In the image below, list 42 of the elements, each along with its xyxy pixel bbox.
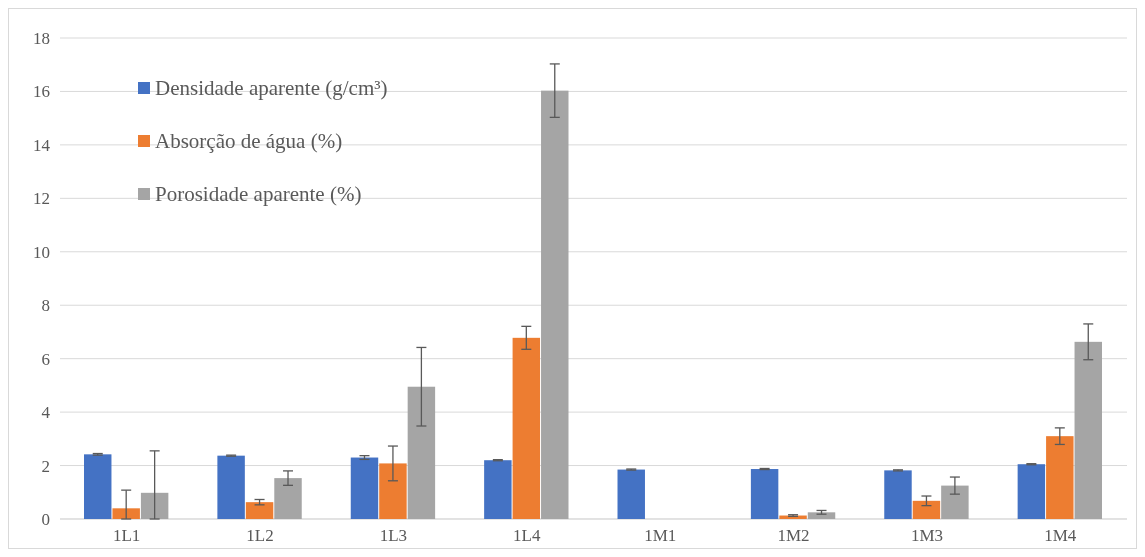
bar [274,478,302,519]
y-tick-label: 16 [33,82,50,102]
bar [512,337,541,519]
x-tick-label: 1L3 [379,526,408,545]
bar [807,512,836,519]
bar [912,500,941,519]
x-tick-label: 1M2 [777,526,810,545]
bar [112,508,140,519]
y-tick-label: 18 [33,28,50,48]
bar [1074,341,1102,519]
x-tick-label: 1L4 [513,526,541,545]
y-tick-label: 6 [41,349,50,369]
bar [217,455,245,519]
y-tick-label: 10 [33,242,50,262]
bar [245,502,274,519]
y-tick-label: 4 [41,403,51,423]
bar [1046,436,1074,519]
bar [617,469,645,519]
bar [1017,464,1046,519]
legend-label: Densidade aparente (g/cm³) [155,76,388,101]
legend-label: Absorção de água (%) [155,129,343,154]
x-tick-label: 1M1 [644,526,677,545]
x-tick-label: 1L1 [112,526,141,545]
bar [750,469,779,519]
bar [407,386,436,519]
y-tick-label: 2 [41,456,50,476]
legend-label: Porosidade aparente (%) [155,182,362,207]
x-tick-label: 1M3 [910,526,943,545]
y-tick-label: 8 [41,296,50,316]
bar [379,463,407,519]
bar [350,457,379,519]
bar [484,460,512,519]
bar [84,454,112,519]
x-tick-label: 1M4 [1044,526,1077,545]
y-tick-label: 0 [41,509,50,529]
y-tick-label: 12 [33,189,50,209]
bar [541,90,569,519]
bar [941,485,969,519]
y-tick-label: 14 [33,135,51,155]
bar [884,470,912,519]
x-tick-label: 1L2 [246,526,274,545]
bar [140,492,169,519]
